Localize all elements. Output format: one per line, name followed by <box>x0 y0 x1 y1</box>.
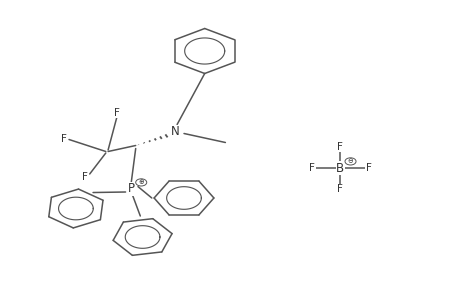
Text: F: F <box>114 107 120 118</box>
Text: F: F <box>365 163 371 173</box>
Text: F: F <box>337 142 342 152</box>
Text: F: F <box>62 134 67 145</box>
Text: F: F <box>337 184 342 194</box>
Text: ⊕: ⊕ <box>138 179 144 185</box>
Text: N: N <box>170 125 179 139</box>
Text: ⊖: ⊖ <box>347 158 353 164</box>
Text: F: F <box>308 163 314 173</box>
Text: F: F <box>82 172 88 182</box>
Text: B: B <box>336 161 344 175</box>
Text: P: P <box>127 182 134 196</box>
